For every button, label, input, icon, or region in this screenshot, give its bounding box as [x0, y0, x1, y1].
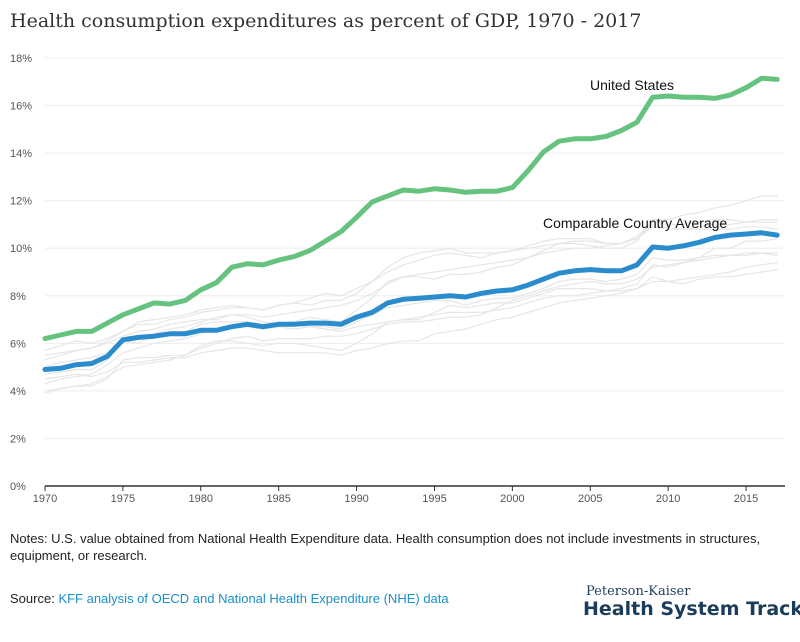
x-axis: 1970 1975 1980 1985 1990 1995 2000 2005 2010 2015 — [33, 485, 785, 505]
x-tick-label: 1970 — [33, 493, 57, 505]
logo-title: Health System Tracker — [583, 598, 800, 620]
y-tick-label: 4% — [10, 386, 26, 398]
country-series-line — [44, 252, 778, 385]
source-line: Source: KFF analysis of OECD and Nationa… — [10, 591, 449, 606]
x-tick-label: 2010 — [656, 493, 680, 505]
us-series-line — [42, 75, 780, 342]
y-axis-labels: 0% 2% 4% 6% 8% 10% 12% 14% 16% 18% — [10, 53, 32, 493]
chart-notes: Notes: U.S. value obtained from National… — [10, 531, 761, 563]
country-series-line — [44, 238, 778, 394]
x-tick-label: 1975 — [111, 493, 135, 505]
logo-subtitle: Peterson-Kaiser — [586, 584, 691, 599]
y-tick-label: 0% — [10, 481, 26, 493]
y-tick-label: 12% — [10, 196, 32, 208]
source-label: Source: — [10, 591, 55, 606]
x-tick-label: 2000 — [500, 493, 524, 505]
country-series-line — [44, 223, 778, 352]
line-chart: 0%2%4%6%8%10%12%14%16%18% 1970 1975 1980 19… — [10, 53, 785, 505]
x-tick-label: 1980 — [189, 493, 213, 505]
chart-title: Health consumption expenditures as perce… — [10, 10, 642, 32]
country-series-line — [44, 221, 778, 356]
x-tick-label: 2015 — [734, 493, 758, 505]
x-tick-label: 2005 — [578, 493, 602, 505]
y-tick-label: 2% — [10, 433, 26, 445]
country-series-line — [44, 261, 778, 380]
country-series-line — [44, 219, 778, 361]
y-tick-label: 6% — [10, 338, 26, 350]
average-series-line — [42, 230, 780, 372]
y-tick-label: 8% — [10, 291, 26, 303]
series-lines — [42, 75, 780, 394]
average-series-label: Comparable Country Average — [543, 215, 727, 231]
y-tick-label: 18% — [10, 53, 32, 65]
y-tick-label: 14% — [10, 148, 32, 160]
x-tick-label: 1990 — [344, 493, 368, 505]
gridlines — [45, 57, 785, 439]
country-series-line — [44, 252, 778, 392]
y-tick-label: 16% — [10, 101, 32, 113]
y-tick-label: 10% — [10, 243, 32, 255]
x-tick-label: 1985 — [266, 493, 290, 505]
source-link[interactable]: KFF analysis of OECD and National Health… — [58, 591, 449, 606]
us-series-label: United States — [590, 77, 674, 93]
x-tick-label: 1995 — [422, 493, 446, 505]
country-series-line — [44, 269, 778, 368]
